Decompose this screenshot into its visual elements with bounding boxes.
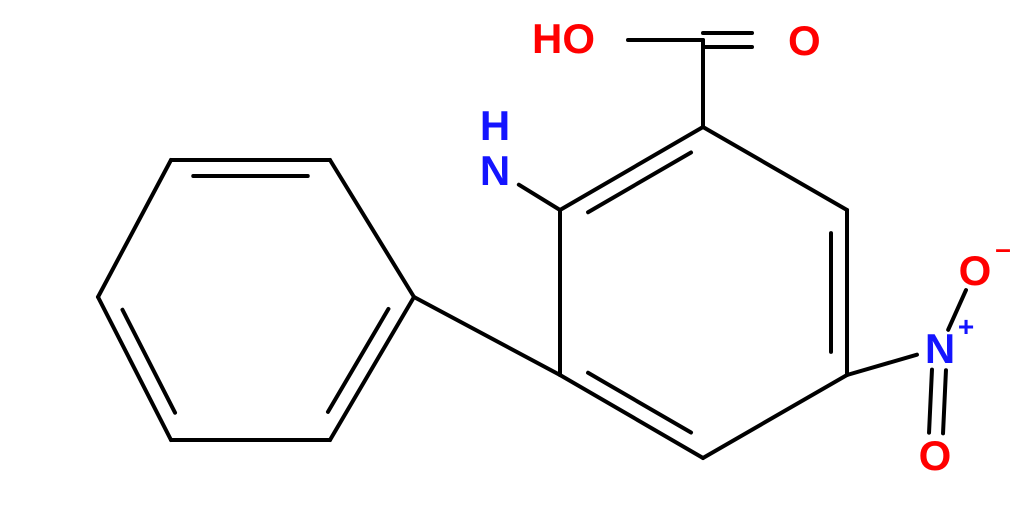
atom-label-O1: O (788, 17, 821, 64)
atom-label-OH: HO (532, 15, 595, 62)
atom-label-N1: N (480, 147, 510, 194)
atom-label-O3: O (919, 432, 952, 479)
atom-label-Nn: + (958, 311, 974, 342)
molecule-diagram: NHHOON+O–O (0, 0, 1032, 523)
bonds-layer (98, 33, 966, 458)
atom-label-N1: H (480, 102, 510, 149)
atom-label-Nn: N (925, 325, 955, 372)
atom-label-O2: – (995, 233, 1011, 264)
atom-label-O2: O (959, 247, 992, 294)
